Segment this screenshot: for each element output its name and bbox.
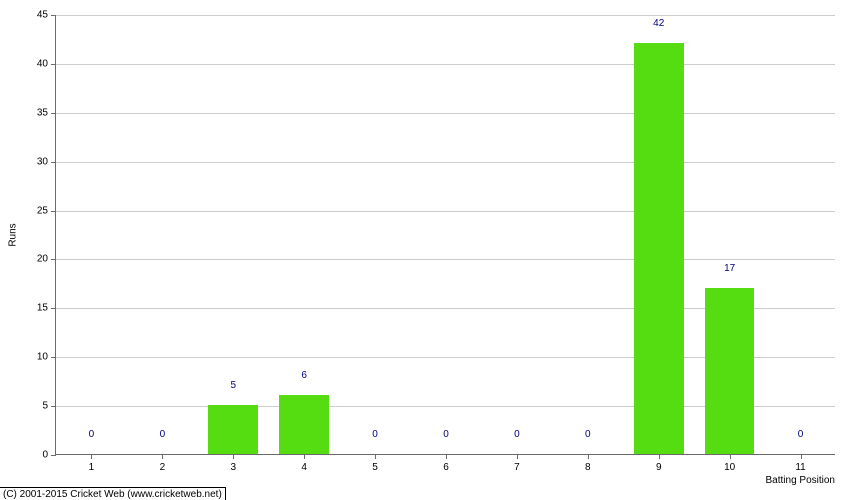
bar-value-label: 0 [798, 429, 804, 440]
x-tick-mark [91, 454, 92, 459]
gridline [56, 64, 835, 65]
x-tick-mark [375, 454, 376, 459]
x-tick-label: 10 [724, 462, 735, 473]
y-tick-label: 30 [37, 156, 48, 167]
bar-value-label: 0 [585, 429, 591, 440]
y-tick-mark [51, 211, 56, 212]
bar [634, 43, 684, 454]
gridline [56, 162, 835, 163]
bar-value-label: 0 [160, 429, 166, 440]
gridline [56, 211, 835, 212]
bar-value-label: 42 [653, 18, 664, 29]
x-tick-mark [730, 454, 731, 459]
x-tick-mark [659, 454, 660, 459]
x-tick-label: 6 [443, 462, 449, 473]
x-tick-mark [801, 454, 802, 459]
bar-value-label: 0 [372, 429, 378, 440]
y-tick-mark [51, 455, 56, 456]
y-tick-label: 25 [37, 205, 48, 216]
bar [208, 405, 258, 454]
y-tick-label: 40 [37, 58, 48, 69]
y-tick-label: 10 [37, 352, 48, 363]
bar-value-label: 0 [514, 429, 520, 440]
bar [279, 395, 329, 454]
x-tick-label: 7 [514, 462, 520, 473]
gridline [56, 15, 835, 16]
x-tick-mark [517, 454, 518, 459]
y-tick-mark [51, 15, 56, 16]
y-tick-label: 15 [37, 303, 48, 314]
gridline [56, 259, 835, 260]
x-tick-label: 2 [160, 462, 166, 473]
bar-value-label: 0 [89, 429, 95, 440]
bar-value-label: 6 [301, 370, 307, 381]
y-axis-title: Runs [8, 223, 19, 246]
bar-value-label: 5 [230, 380, 236, 391]
y-tick-mark [51, 113, 56, 114]
bar [705, 288, 755, 454]
chart-container: 0510152025303540451020354650607080942101… [0, 0, 850, 500]
y-tick-label: 45 [37, 10, 48, 21]
y-tick-mark [51, 64, 56, 65]
bar-value-label: 0 [443, 429, 449, 440]
x-tick-label: 1 [89, 462, 95, 473]
gridline [56, 113, 835, 114]
bar-value-label: 17 [724, 263, 735, 274]
y-tick-label: 20 [37, 254, 48, 265]
y-tick-label: 5 [42, 401, 48, 412]
copyright-notice: (C) 2001-2015 Cricket Web (www.cricketwe… [0, 487, 226, 500]
x-tick-label: 8 [585, 462, 591, 473]
y-tick-mark [51, 162, 56, 163]
y-tick-label: 0 [42, 450, 48, 461]
x-tick-label: 4 [301, 462, 307, 473]
x-tick-label: 5 [372, 462, 378, 473]
x-tick-label: 11 [795, 462, 805, 473]
y-tick-label: 35 [37, 107, 48, 118]
x-tick-mark [304, 454, 305, 459]
x-tick-mark [446, 454, 447, 459]
x-tick-mark [233, 454, 234, 459]
x-tick-mark [162, 454, 163, 459]
plot-area: 0510152025303540451020354650607080942101… [55, 15, 835, 455]
y-tick-mark [51, 357, 56, 358]
x-tick-mark [588, 454, 589, 459]
x-tick-label: 3 [230, 462, 236, 473]
y-tick-mark [51, 406, 56, 407]
y-tick-mark [51, 308, 56, 309]
x-axis-title: Batting Position [766, 475, 836, 486]
x-tick-label: 9 [656, 462, 662, 473]
y-tick-mark [51, 259, 56, 260]
